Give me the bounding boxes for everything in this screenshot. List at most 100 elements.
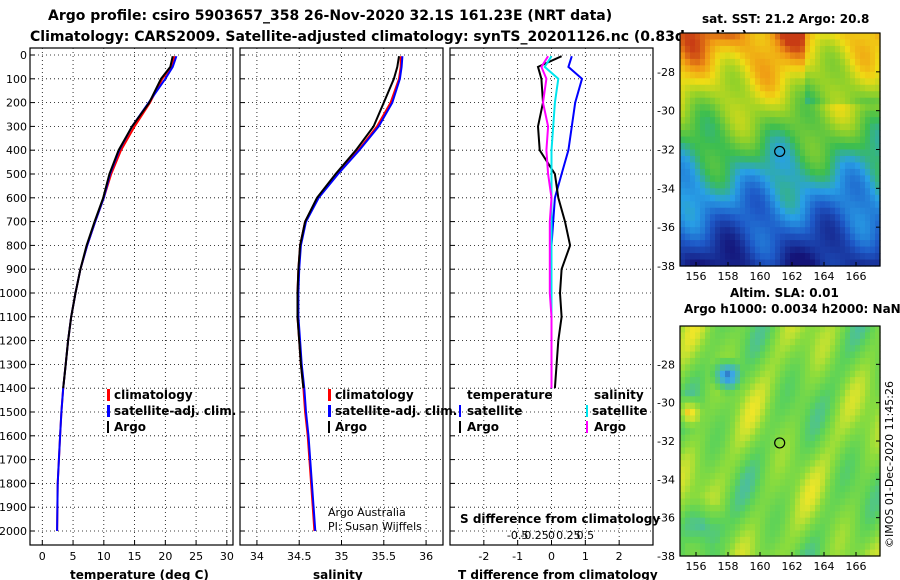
map-cell [855,65,861,73]
map-cell [740,175,746,183]
map-cell [855,549,861,557]
map-cell [805,460,811,468]
map-cell [820,33,826,41]
map-cell [770,227,776,235]
map-cell [690,52,696,60]
difference-xlabel: T difference from climatology [458,568,658,580]
map-cell [870,351,876,359]
map-cell [875,233,881,241]
map-cell [685,246,691,254]
map-cell [725,58,731,66]
map-cell [755,402,761,410]
map-cell [870,201,876,209]
map-cell [815,447,821,455]
map-cell [710,162,716,170]
map-cell [680,332,686,340]
map-cell [875,530,881,538]
map-cell [815,498,821,506]
map-cell [765,428,771,436]
depth-tick-label: 2000 [0,525,27,538]
map-cell [835,364,841,372]
map-cell [870,181,876,189]
map-cell [780,326,786,333]
map-cell [780,517,786,525]
map-cell [750,460,756,468]
map-cell [825,370,831,378]
map-cell [745,389,751,397]
map-cell [845,549,851,557]
map-cell [760,220,766,228]
map-cell [725,227,731,235]
map-cell [760,441,766,448]
map-cell [875,332,881,340]
map-cell [850,181,856,189]
map-cell [710,33,716,41]
map-cell [835,441,841,448]
map-cell [710,168,716,176]
map-cell [745,332,751,340]
map-cell [875,84,881,92]
map-cell [865,123,871,131]
map-cell [720,530,726,538]
map-cell [700,214,706,222]
map-cell [755,110,761,118]
map-cell [850,259,856,267]
map-cell [820,351,826,359]
map-cell [860,383,866,391]
map-cell [810,434,816,442]
map-cell [695,428,701,436]
map-cell [870,259,876,267]
map-cell [835,485,841,493]
map-cell [845,84,851,92]
map-cell [785,415,791,423]
map-cell [785,453,791,461]
map-cell [755,143,761,151]
map-cell [745,123,751,131]
map-cell [800,485,806,493]
map-cell [690,188,696,196]
map-cell [795,511,801,519]
map-cell [810,409,816,417]
map-cell [780,351,786,359]
map-cell [735,71,741,79]
map-cell [740,91,746,99]
map-cell [700,91,706,99]
map-cell [785,441,791,448]
map-cell [745,240,751,248]
map-cell [760,181,766,189]
map-cell [690,479,696,487]
map-cell [770,246,776,254]
map-cell [830,143,836,151]
map-cell [715,421,721,429]
map-cell [790,472,796,480]
map-cell [825,123,831,131]
map-cell [705,188,711,196]
x-tick-label: -2 [478,550,489,563]
map-cell [695,123,701,131]
map-cell [830,175,836,183]
map-cell [870,168,876,176]
map-cell [755,117,761,125]
map-cell [765,220,771,228]
map-cell [825,188,831,196]
map-cell [710,472,716,480]
legend-label-climatology: climatology [335,388,414,402]
map-cell [860,549,866,557]
map-cell [860,65,866,73]
map-cell [705,511,711,519]
map-cell [685,207,691,215]
map-cell [705,175,711,183]
map-cell [730,123,736,131]
map-cell [830,253,836,261]
map-cell [820,377,826,385]
map-cell [760,194,766,202]
map-cell [730,326,736,333]
map-cell [800,84,806,92]
map-cell [775,447,781,455]
map-cell [770,377,776,385]
map-cell [825,402,831,410]
map-cell [785,84,791,92]
map-cell [740,498,746,506]
map-cell [690,466,696,474]
map-cell [785,149,791,157]
